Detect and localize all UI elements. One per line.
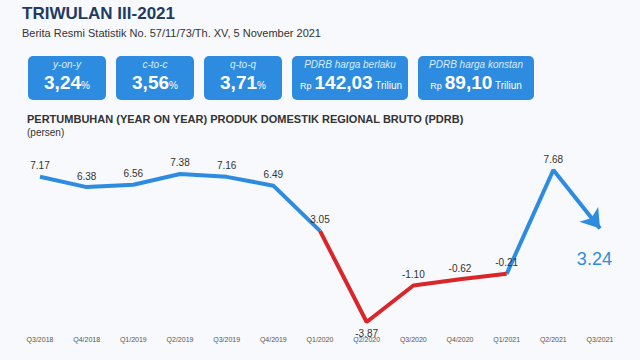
html-text:3,71%: 3,71% — [220, 72, 266, 93]
svg-text:6.56: 6.56 — [124, 168, 144, 179]
html-text:PDRB harga konstan: PDRB harga konstan — [429, 59, 523, 70]
svg-text:3.24: 3.24 — [577, 249, 612, 269]
svg-text:7.38: 7.38 — [170, 157, 190, 168]
svg-text:Q1/2019: Q1/2019 — [120, 336, 147, 344]
svg-text:Q3/2019: Q3/2019 — [213, 336, 240, 344]
svg-text:7.68: 7.68 — [544, 154, 564, 165]
svg-text:Q1/2021: Q1/2021 — [493, 336, 520, 344]
html-text:Rp: Rp — [430, 81, 442, 91]
svg-text:Q4/2018: Q4/2018 — [73, 336, 100, 344]
html-text:c-to-c: c-to-c — [142, 59, 168, 70]
html-text:Berita Resmi Statistik No. 57/: Berita Resmi Statistik No. 57/11/73/Th. … — [22, 27, 321, 39]
svg-text:6.38: 6.38 — [77, 171, 97, 182]
html-text:142,03Triliun: 142,03Triliun — [314, 72, 403, 93]
html-text:y-on-y: y-on-y — [53, 59, 81, 70]
html-text:89,10Triliun: 89,10Triliun — [444, 72, 522, 93]
svg-text:Q2/2019: Q2/2019 — [167, 336, 194, 344]
svg-text:PERTUMBUHAN (YEAR ON YEAR) PRO: PERTUMBUHAN (YEAR ON YEAR) PRODUK DOMEST… — [27, 113, 464, 125]
html-text:q-to-q: q-to-q — [229, 59, 257, 70]
svg-text:Q3/2021: Q3/2021 — [587, 336, 614, 344]
svg-text:6.49: 6.49 — [264, 169, 284, 180]
svg-text:-3.87: -3.87 — [355, 328, 378, 339]
svg-text:7.16: 7.16 — [217, 160, 237, 171]
svg-text:Q1/2020: Q1/2020 — [307, 336, 334, 344]
svg-text:-0.62: -0.62 — [449, 263, 472, 274]
svg-text:7.17: 7.17 — [30, 160, 50, 171]
svg-text:Q3/2018: Q3/2018 — [27, 336, 54, 344]
html-text:PDRB harga berlaku: PDRB harga berlaku — [304, 59, 396, 70]
svg-text:Q2/2020: Q2/2020 — [353, 336, 381, 343]
svg-text:-1.10: -1.10 — [402, 269, 425, 280]
html-text:Rp: Rp — [300, 81, 312, 91]
svg-text:(persen): (persen) — [27, 127, 64, 138]
svg-text:3.05: 3.05 — [310, 214, 330, 225]
html-text:3,24%: 3,24% — [44, 72, 90, 93]
svg-text:-0.21: -0.21 — [495, 257, 518, 268]
svg-text:Q4/2019: Q4/2019 — [260, 336, 287, 344]
svg-text:Q3/2020: Q3/2020 — [400, 336, 427, 344]
svg-text:Q4/2020: Q4/2020 — [447, 336, 474, 344]
svg-text:Q2/2021: Q2/2021 — [540, 336, 567, 344]
html-text:TRIWULAN III-2021: TRIWULAN III-2021 — [22, 4, 175, 23]
html-text:3,56%: 3,56% — [132, 72, 178, 93]
